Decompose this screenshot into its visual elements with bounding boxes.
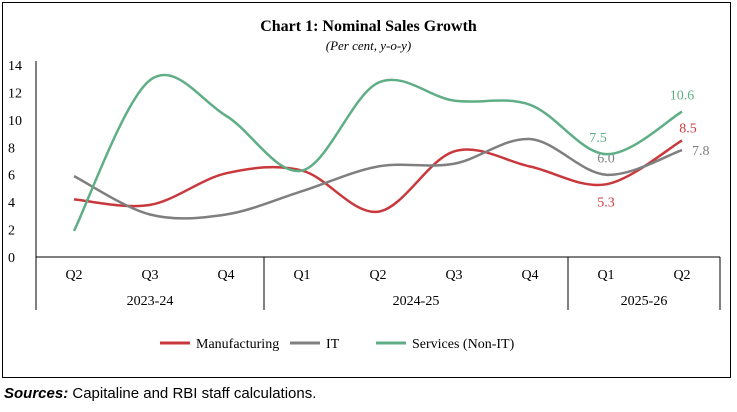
series-line-2	[72, 73, 683, 232]
data-label: 7.8	[692, 144, 710, 159]
source-label: Sources:	[4, 385, 69, 402]
x-group-label: 2024-25	[393, 294, 440, 309]
x-tick-label: Q4	[217, 268, 234, 283]
y-tick-label: 14	[8, 59, 22, 74]
data-label: 7.5	[589, 131, 607, 146]
x-tick-label: Q2	[65, 268, 82, 283]
chart-subtitle: (Per cent, y-o-y)	[325, 38, 412, 53]
x-tick-label: Q1	[293, 268, 310, 283]
y-tick-label: 0	[8, 251, 15, 266]
chart-title: Chart 1: Nominal Sales Growth	[260, 18, 477, 35]
x-tick-label: Q3	[445, 268, 462, 283]
data-label: 8.5	[679, 121, 697, 136]
data-label: 5.3	[597, 195, 615, 210]
x-tick-label: Q2	[673, 268, 690, 283]
y-tick-label: 4	[8, 196, 15, 211]
legend-label: IT	[326, 337, 340, 352]
x-tick-label: Q3	[141, 268, 158, 283]
x-group-label: 2025-26	[621, 294, 668, 309]
source-note: Sources: Capitaline and RBI staff calcul…	[4, 385, 316, 402]
x-tick-label: Q4	[521, 268, 538, 283]
y-tick-label: 8	[8, 141, 15, 156]
legend-label: Services (Non-IT)	[412, 337, 515, 352]
data-label: 6.0	[597, 152, 615, 167]
x-tick-label: Q1	[597, 268, 614, 283]
y-tick-label: 12	[8, 86, 22, 101]
x-tick-label: Q2	[369, 268, 386, 283]
x-group-label: 2023-24	[127, 294, 174, 309]
chart-frame	[2, 2, 731, 378]
y-tick-label: 2	[8, 224, 15, 239]
y-tick-label: 6	[8, 169, 15, 184]
series-line-0	[73, 139, 683, 214]
data-label: 10.6	[670, 89, 695, 104]
series-line-1	[73, 137, 683, 220]
source-text: Capitaline and RBI staff calculations.	[68, 385, 317, 402]
y-tick-label: 10	[8, 114, 22, 129]
legend-label: Manufacturing	[196, 337, 279, 352]
